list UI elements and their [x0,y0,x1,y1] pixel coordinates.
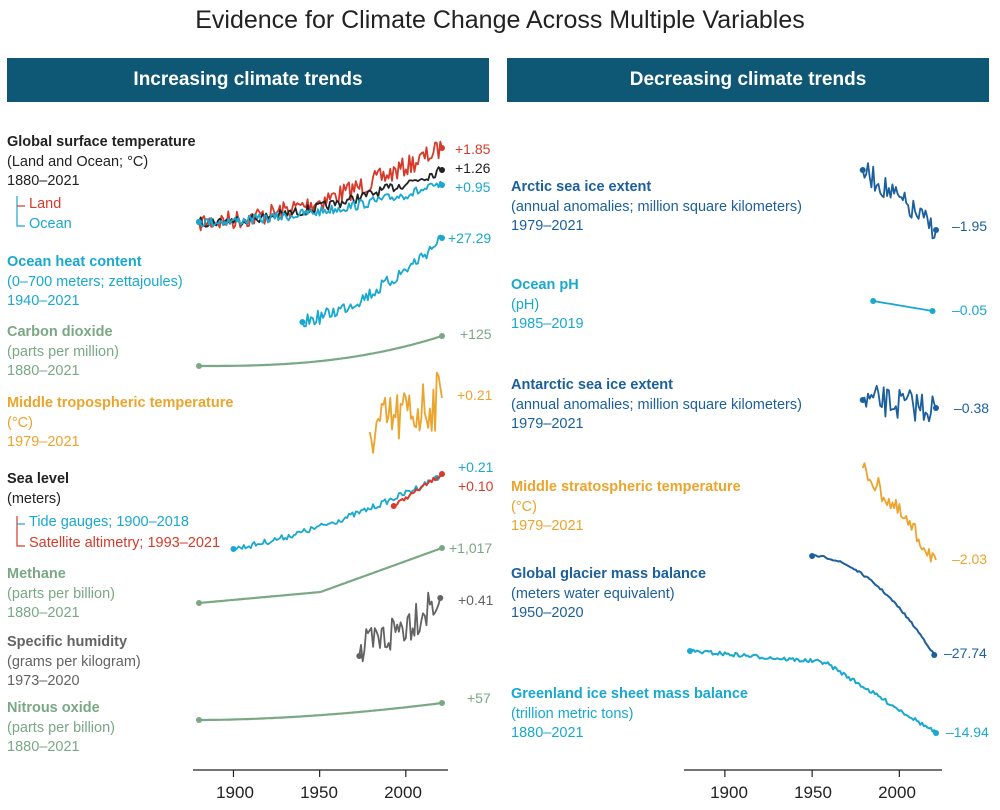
strato-temp-line [861,462,937,563]
temp-ocean-start-point [196,219,202,225]
x-tick-right-1900: 1900 [710,783,748,802]
label-middle-tropospheric-temperature: Middle tropospheric temperature (°C) 1979–… [7,395,234,450]
temperature-legend-bracket [16,196,25,227]
methane-line [198,546,443,605]
arctic-sea-ice-line [861,162,937,240]
legend-satellite-altimetry: Satellite altimetry; 1993–2021 [29,535,221,551]
chart-title: Evidence for Climate Change Across Multi… [195,6,805,34]
tide-gauges-line [233,477,438,551]
end-label-strato-temp: –2.03 [952,551,988,567]
end-label-tide-gauges: +0.21 [458,459,494,475]
humidity-line [358,591,442,663]
x-tick-left-2000: 2000 [384,783,422,802]
decreasing-trends-header: Decreasing climate trends [507,58,989,102]
ocean-ph-end-point [929,308,936,314]
x-tick-right-2000: 2000 [878,783,916,802]
label-global-surface-temperature: Global surface temperature (Land and Ocea… [7,134,196,189]
antarctic-sea-ice-start-point [859,397,866,403]
antarctic-sea-ice-line [861,384,937,423]
co2-line [199,334,443,368]
label-nitrous-oxide: Nitrous oxide (parts per billion) 1880–202… [7,700,115,755]
ocean-heat-start-point [299,319,306,325]
label-specific-humidity: Specific humidity (grams per kilogram) 197… [7,634,141,689]
legend-tide-gauges: Tide gauges; 1900–2018 [29,514,189,530]
satellite-altimetry-end-point [439,471,445,477]
end-label-methane: +1,017 [449,540,493,556]
satellite-altimetry-line [393,473,443,507]
increasing-trends-header: Increasing climate trends [7,58,489,102]
antarctic-sea-ice-end-point [933,405,939,411]
temp-land-end-point [439,145,445,151]
tide-gauges-start-point [230,546,237,552]
co2-end-point [439,333,445,339]
label-arctic-sea-ice: Arctic sea ice extent (annual anomalies; … [511,179,802,234]
ocean-heat-end-point [439,235,445,241]
end-label-co2: +125 [460,326,492,342]
methane-start-point [196,600,202,606]
x-tick-right-1950: 1950 [794,783,832,802]
legend-land: Land [29,196,62,212]
label-ocean-ph: Ocean pH (pH) 1985–2019 [511,277,584,332]
arctic-sea-ice-start-point [859,167,866,173]
end-label-satellite: +0.10 [458,478,494,494]
temp-ocean-end-point [439,182,445,188]
end-label-glacier: –27.74 [944,645,987,661]
end-label-land: +1.85 [455,141,491,157]
end-label-tropo-temp: +0.21 [457,387,493,403]
x-tick-left-1900: 1900 [216,783,254,802]
end-label-ocean-heat: +27.29 [448,230,492,246]
legend-ocean: Ocean [29,216,72,232]
n2o-end-point [439,700,445,706]
glacier-mass-balance-start-point [809,553,816,559]
tropo-temp-line [368,371,443,454]
co2-start-point [196,363,202,369]
n2o-start-point [196,717,202,723]
humidity-start-point [356,653,363,659]
ocean-ph-line [873,300,933,312]
n2o-line [199,701,443,722]
label-global-glacier-mass-balance: Global glacier mass balance (meters water… [511,566,707,621]
label-ocean-heat-content: Ocean heat content (0–700 meters; zettajo… [7,254,183,309]
x-tick-left-1950: 1950 [300,783,338,802]
temp-ocean-line [198,180,443,228]
ocean-ph-start-point [870,298,877,304]
label-antarctic-sea-ice: Antarctic sea ice extent (annual anomalie… [511,377,802,432]
methane-end-point [439,545,445,551]
humidity-end-point [437,595,444,601]
end-label-antarctic: –0.38 [954,400,990,416]
label-middle-stratospheric-temperature: Middle stratospheric temperature (°C) 1979… [511,479,741,534]
end-label-ocean: +0.95 [455,179,491,195]
end-label-greenland: –14.94 [946,724,989,740]
end-label-humidity: +0.41 [458,592,494,608]
glacier-mass-balance-end-point [931,652,938,658]
sea-level-legend-bracket [16,516,25,547]
end-label-ph: –0.05 [952,302,988,318]
end-label-arctic: –1.95 [952,218,988,234]
label-methane: Methane (parts per billion) 1880–2021 [7,566,115,621]
greenland-mass-balance-start-point [687,648,693,654]
end-label-land-ocean: +1.26 [455,160,491,176]
satellite-altimetry-start-point [390,503,397,509]
label-carbon-dioxide: Carbon dioxide (parts per million) 1880–20… [7,324,119,379]
glacier-mass-balance-line [811,554,936,656]
ocean-heat-line [301,234,443,328]
end-label-n2o: +57 [467,690,491,706]
arctic-sea-ice-end-point [933,227,939,233]
greenland-mass-balance-end-point [933,730,939,736]
temp-land-ocean-end-point [439,167,445,173]
greenland-mass-balance-line [689,648,937,734]
label-sea-level: Sea level (meters) [7,471,70,507]
label-greenland-ice-sheet: Greenland ice sheet mass balance (trillio… [511,686,748,741]
